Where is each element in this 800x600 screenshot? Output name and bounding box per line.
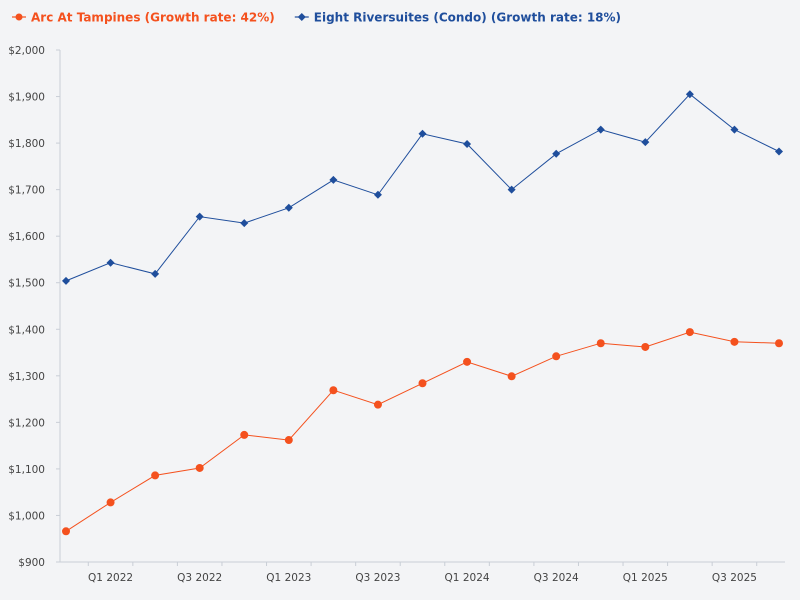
data-point	[62, 276, 70, 285]
data-point	[641, 342, 650, 351]
data-point	[463, 140, 472, 149]
data-point	[106, 258, 115, 267]
data-point	[507, 372, 516, 381]
x-tick-label: Q1 2022	[88, 572, 133, 584]
data-point	[685, 328, 694, 337]
data-point	[463, 357, 472, 366]
data-point	[329, 175, 338, 184]
y-tick-label: $1,100	[8, 464, 45, 476]
legend-marker	[297, 13, 306, 21]
y-tick-label: $1,200	[8, 417, 45, 429]
data-point	[641, 138, 650, 147]
y-tick-label: $1,600	[8, 231, 45, 243]
data-point	[685, 90, 694, 99]
series	[62, 328, 783, 536]
data-point	[373, 400, 382, 409]
data-point	[151, 269, 160, 278]
series-layer	[62, 90, 783, 536]
y-tick-label: $1,700	[8, 185, 45, 197]
data-point	[284, 203, 293, 212]
x-tick-label: Q3 2025	[712, 572, 757, 584]
y-tick-label: $1,800	[8, 138, 45, 150]
data-point	[106, 498, 115, 507]
x-tick-label: Q1 2025	[623, 572, 668, 584]
series-line	[65, 93, 780, 282]
data-point	[284, 436, 293, 445]
data-point	[195, 212, 204, 221]
legend-item[interactable]: Arc At Tampines (Growth rate: 42%)	[12, 11, 275, 25]
data-point	[730, 337, 739, 346]
y-tick-label: $1,500	[8, 278, 45, 290]
data-point	[240, 219, 249, 228]
x-tick-label: Q3 2023	[355, 572, 400, 584]
data-point	[418, 129, 427, 138]
data-point	[418, 379, 427, 388]
data-point	[775, 339, 783, 348]
y-tick-label: $900	[18, 557, 45, 569]
y-tick-label: $1,000	[8, 510, 45, 522]
data-point	[596, 339, 605, 348]
legend: Arc At Tampines (Growth rate: 42%) Eight …	[12, 11, 621, 25]
data-point	[507, 185, 516, 194]
legend-label: Eight Riversuites (Condo) (Growth rate: …	[314, 11, 621, 25]
data-point	[373, 190, 382, 199]
legend-marker	[15, 13, 23, 21]
x-tick-label: Q1 2023	[266, 572, 311, 584]
data-point	[151, 471, 160, 480]
series-line	[65, 331, 780, 532]
axes: $900 $1,000 $1,100 $1,200 $1,300 $1,400 $1,500…	[8, 45, 785, 584]
data-point	[62, 527, 70, 536]
y-tick-label: $1,900	[8, 92, 45, 104]
data-point	[552, 352, 561, 361]
y-tick-label: $1,300	[8, 371, 45, 383]
data-point	[195, 463, 204, 472]
y-tick-label: $1,400	[8, 324, 45, 336]
x-tick-label: Q3 2022	[177, 572, 222, 584]
data-point	[552, 149, 561, 158]
y-tick-label: $2,000	[8, 45, 45, 57]
data-point	[596, 125, 605, 134]
x-tick-label: Q1 2024	[445, 572, 490, 584]
legend-item[interactable]: Eight Riversuites (Condo) (Growth rate: …	[294, 11, 621, 25]
data-point	[730, 125, 739, 134]
data-point	[329, 386, 338, 395]
x-tick-label: Q3 2024	[534, 572, 579, 584]
data-point	[240, 430, 249, 439]
legend-label: Arc At Tampines (Growth rate: 42%)	[31, 11, 275, 25]
series	[62, 90, 783, 285]
data-point	[775, 147, 783, 156]
